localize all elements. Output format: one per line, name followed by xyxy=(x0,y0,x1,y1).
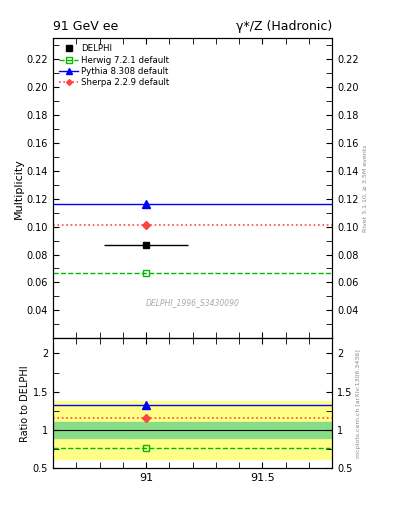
Text: γ*/Z (Hadronic): γ*/Z (Hadronic) xyxy=(236,20,332,33)
Bar xyxy=(53,422,332,438)
Y-axis label: mcplots.cern.ch [arXiv:1306.3436]: mcplots.cern.ch [arXiv:1306.3436] xyxy=(356,349,362,458)
Text: DELPHI_1996_S3430090: DELPHI_1996_S3430090 xyxy=(146,297,239,307)
Y-axis label: Multiplicity: Multiplicity xyxy=(14,158,24,219)
Bar xyxy=(53,401,332,459)
Y-axis label: Rivet 3.1.10, ≥ 3.5M events: Rivet 3.1.10, ≥ 3.5M events xyxy=(363,144,368,232)
Legend: DELPHI, Herwig 7.2.1 default, Pythia 8.308 default, Sherpa 2.2.9 default: DELPHI, Herwig 7.2.1 default, Pythia 8.3… xyxy=(57,42,171,89)
Text: 91 GeV ee: 91 GeV ee xyxy=(53,20,118,33)
Y-axis label: Ratio to DELPHI: Ratio to DELPHI xyxy=(20,365,30,442)
